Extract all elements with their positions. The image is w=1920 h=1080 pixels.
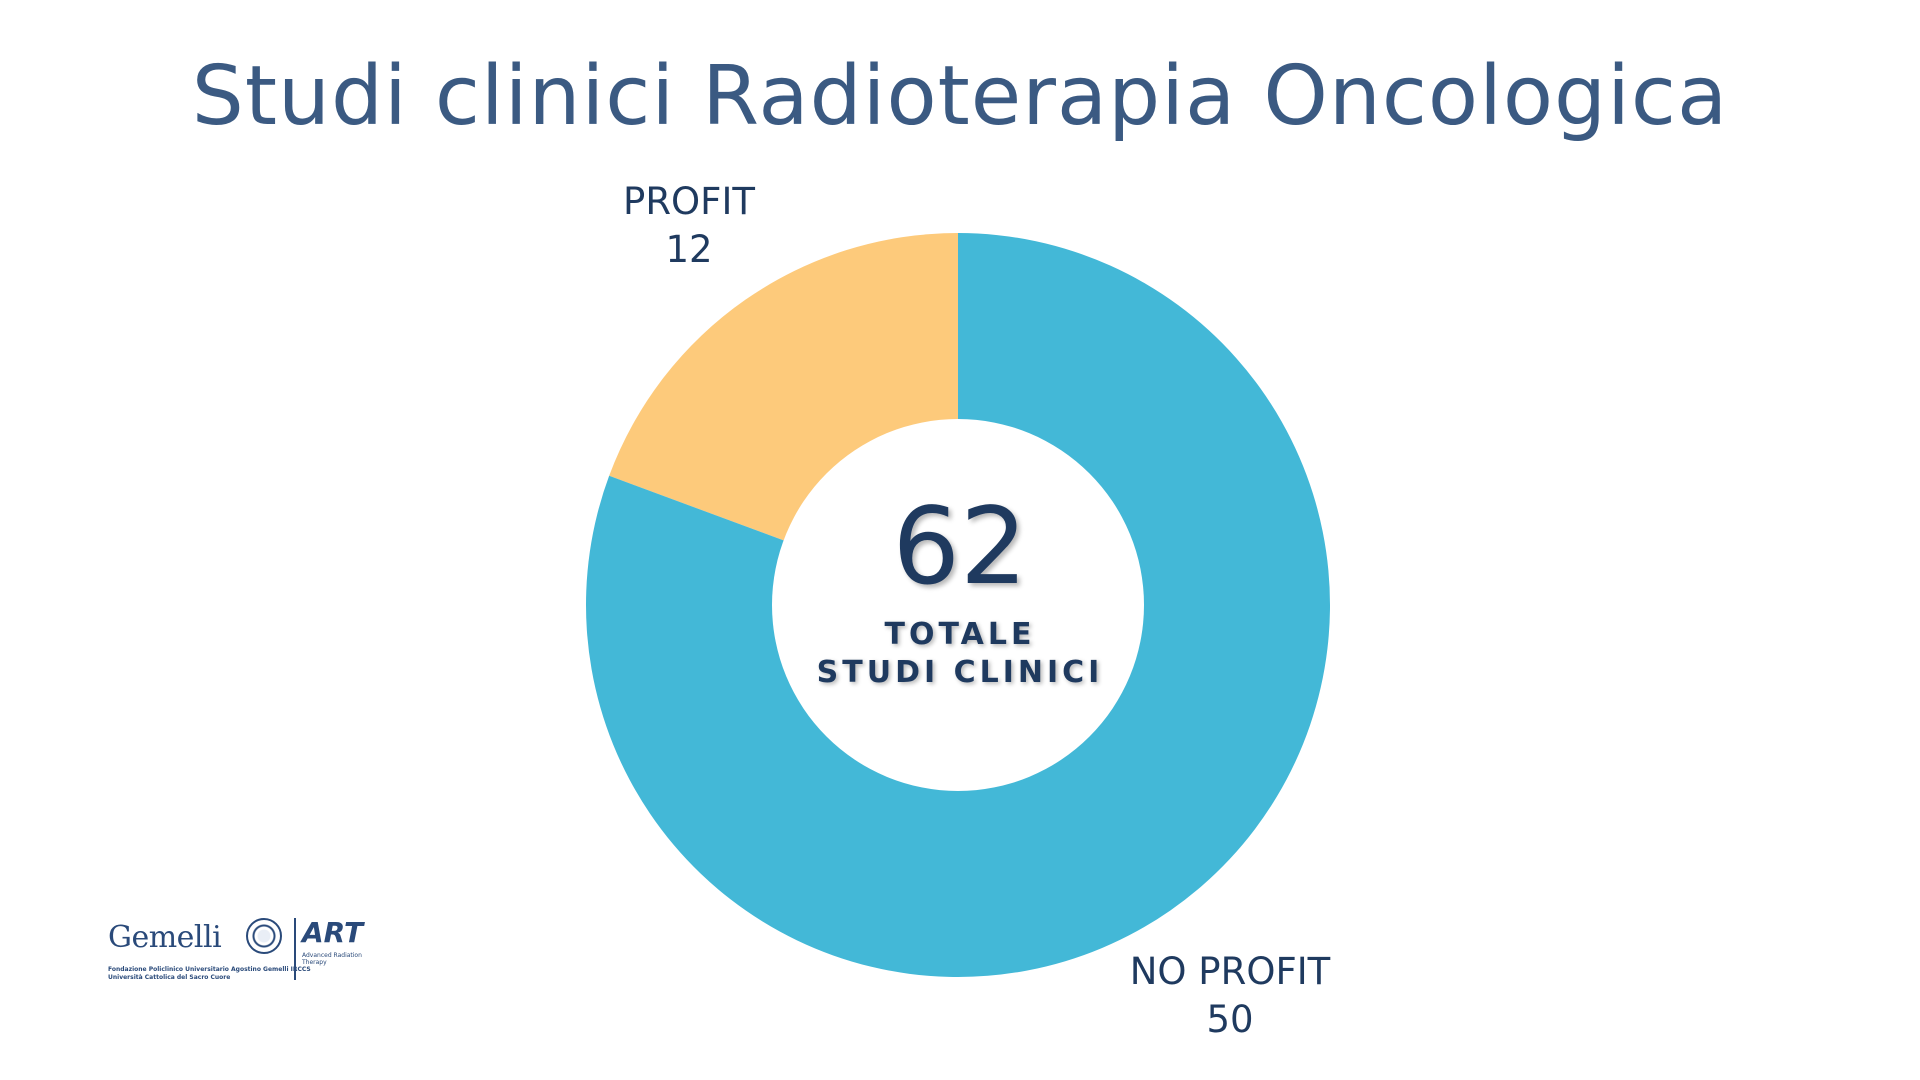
logo-divider <box>294 918 296 980</box>
slice-label-profit-value: 12 <box>665 228 713 271</box>
total-value: 62 <box>892 485 1028 608</box>
gemelli-subtitle: Fondazione Policlinico Universitario Ago… <box>108 966 311 982</box>
logo: Gemelli ART Advanced Radiation Therapy F… <box>108 916 368 998</box>
slice-label-no-profit: NO PROFIT 50 <box>1110 948 1350 1044</box>
art-subtitle: Advanced Radiation Therapy <box>302 952 362 966</box>
donut-hole <box>772 419 1144 791</box>
gemelli-subtitle-line1: Fondazione Policlinico Universitario Ago… <box>108 966 311 973</box>
total-caption-line1: TOTALE <box>884 617 1036 652</box>
slice-label-profit: PROFIT 12 <box>594 178 784 274</box>
gemelli-wordmark: Gemelli <box>108 920 222 955</box>
gemelli-subtitle-line2: Università Cattolica del Sacro Cuore <box>108 974 231 981</box>
slice-label-no-profit-name: NO PROFIT <box>1129 950 1331 993</box>
total-caption-line2: STUDI CLINICI <box>816 655 1104 690</box>
slice-label-profit-name: PROFIT <box>623 180 755 223</box>
slice-label-no-profit-value: 50 <box>1206 998 1254 1041</box>
university-seal-icon <box>246 918 282 954</box>
chart-title: Studi clinici Radioterapia Oncologica <box>191 49 1729 144</box>
art-wordmark: ART <box>302 916 364 949</box>
total-caption: TOTALE STUDI CLINICI <box>760 616 1160 692</box>
